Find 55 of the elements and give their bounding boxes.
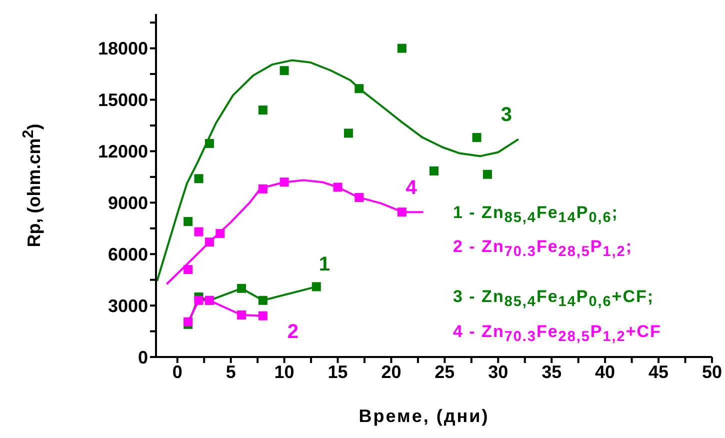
annotation: 4 - Zn$_{70.3}$Fe$_{28,5}$P$_{1,2}$+CF (453, 322, 662, 346)
series-label: 2 (287, 320, 298, 343)
x-tick-label: 50 (702, 362, 722, 382)
point (204, 238, 214, 247)
x-axis-title: Време, (дни) (358, 406, 490, 426)
series-label: 4 (406, 177, 418, 200)
y-tick-label: 18000 (98, 38, 148, 59)
x-tick-label: 30 (488, 362, 508, 382)
point (280, 178, 289, 187)
point (280, 66, 289, 76)
point (354, 84, 364, 94)
point (354, 193, 364, 202)
point (204, 138, 214, 148)
point (333, 182, 342, 192)
point (194, 296, 204, 305)
series-label: 1 (318, 254, 330, 276)
point (344, 128, 353, 138)
point (472, 132, 482, 142)
y-tick-label: 0 (138, 347, 148, 368)
annotation: 2 - Zn$_{70.3}$Fe$_{28,5}$P$_{1,2}$; (453, 237, 632, 260)
point (237, 284, 246, 293)
y-tick-label: 12000 (98, 142, 148, 162)
x-tick-label: 15 (328, 362, 348, 382)
x-tick-label: 25 (434, 362, 455, 382)
x-tick-label: 35 (542, 362, 562, 382)
x-tick-label: 10 (274, 362, 294, 382)
annotation: 1 - Zn$_{85,4}$Fe$_{14}$P$_{0,6}$; (453, 203, 618, 226)
annotation: 3 - Zn$_{85,4}$Fe$_{14}$P$_{0,6}$+CF; (453, 287, 654, 310)
point (258, 106, 268, 115)
y-tick-label: 15000 (98, 90, 148, 110)
x-tick-label: 40 (595, 362, 616, 382)
point (258, 311, 268, 320)
x-tick-label: 20 (381, 362, 402, 382)
x-tick-label: 0 (172, 362, 182, 382)
line-series (166, 179, 424, 286)
point (184, 265, 193, 274)
point (184, 217, 193, 226)
point (258, 184, 268, 194)
x-tick-label: 5 (226, 362, 236, 382)
point (397, 208, 406, 217)
y-tick-label: 6000 (108, 244, 148, 264)
point (194, 227, 204, 236)
point (216, 229, 225, 238)
point (312, 282, 321, 292)
point (194, 174, 204, 184)
point (237, 310, 246, 320)
series-label: 3 (500, 104, 512, 126)
point (430, 166, 438, 176)
point (184, 317, 193, 326)
point (397, 44, 406, 53)
x-tick-label: 45 (648, 362, 669, 382)
y-tick-label: 9000 (108, 193, 148, 214)
point (258, 296, 268, 305)
y-tick-label: 3000 (108, 296, 148, 316)
point (482, 170, 492, 179)
